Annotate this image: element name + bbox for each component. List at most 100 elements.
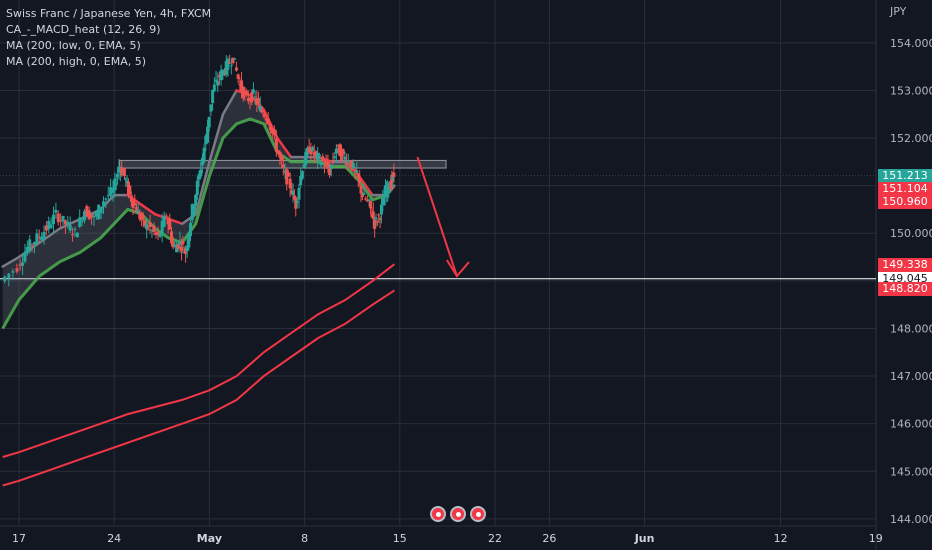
candle-body	[316, 153, 320, 160]
candle-body	[47, 220, 51, 230]
candle-body	[304, 151, 308, 166]
candle-body	[248, 100, 252, 102]
candle-body	[21, 262, 25, 266]
candle-body	[312, 152, 316, 156]
candle-body	[169, 231, 173, 244]
price-label-value: 149.338	[882, 257, 928, 271]
candle-body	[223, 72, 227, 74]
candle-body	[168, 218, 172, 230]
candle-body	[374, 217, 378, 220]
candle-body	[251, 89, 255, 93]
x-tick-label: 26	[542, 532, 556, 545]
candle-body	[138, 212, 142, 220]
event-flag-icon[interactable]	[450, 506, 466, 522]
indicator-ma-high[interactable]: MA (200, high, 0, EMA, 5)	[6, 55, 147, 68]
candle-body	[243, 92, 247, 94]
candle-body	[140, 213, 144, 221]
forecast-arrow-head	[446, 259, 470, 278]
candle-body	[199, 169, 203, 177]
candle-body	[260, 109, 264, 113]
candle-body	[359, 185, 363, 194]
candle-body	[7, 273, 11, 278]
candle-body	[160, 221, 164, 234]
candle-body	[40, 236, 44, 240]
candle-body	[291, 191, 295, 195]
candle-body	[280, 156, 284, 161]
candle-body	[61, 215, 65, 222]
candle-body	[297, 187, 301, 200]
x-tick-label: 22	[488, 532, 502, 545]
price-label-value: 151.104	[882, 181, 928, 195]
candle-body	[71, 234, 75, 236]
candle-body	[66, 221, 70, 225]
candle-body	[92, 216, 96, 218]
candle-body	[305, 147, 309, 156]
candle-body	[321, 156, 325, 162]
y-tick-label: 144.000	[890, 513, 932, 526]
candle-body	[49, 224, 53, 228]
candle-body	[187, 233, 191, 248]
candle-body	[194, 194, 198, 206]
price-label: 151.104	[878, 181, 932, 196]
candle-body	[207, 116, 211, 128]
candle-body	[197, 174, 201, 180]
candle-body	[336, 144, 340, 146]
candle-body	[148, 222, 152, 228]
candle-body	[173, 244, 177, 247]
candle-body	[331, 160, 335, 162]
fast-ma-segment	[276, 136, 293, 159]
fast-ma-segment	[357, 174, 374, 197]
x-tick-label: 24	[107, 532, 121, 545]
candle-body	[382, 196, 386, 206]
price-label-value: 149.045	[882, 271, 928, 285]
candle-body	[106, 195, 110, 197]
candle-body	[245, 90, 249, 96]
candle-body	[111, 187, 115, 193]
candle-body	[233, 58, 237, 60]
event-flag-icon[interactable]	[470, 506, 486, 522]
candle-body	[270, 128, 274, 134]
symbol-title[interactable]: Swiss Franc / Japanese Yen, 4h, FXCM	[6, 7, 212, 20]
candle-body	[185, 245, 189, 252]
candle-body	[322, 166, 326, 168]
candle-body	[3, 276, 7, 281]
candle-body	[166, 219, 170, 225]
candle-body	[156, 231, 160, 236]
candle-body	[391, 174, 395, 181]
candle-body	[338, 144, 342, 157]
candle-body	[202, 147, 206, 162]
candle-body	[319, 162, 323, 166]
candle-body	[228, 62, 232, 64]
candle-body	[181, 241, 185, 245]
ma-low-line	[2, 289, 395, 487]
currency-label: JPY	[889, 5, 907, 18]
price-label-value: 151.213	[882, 168, 928, 182]
candle-body	[42, 231, 46, 239]
candle-body	[266, 118, 270, 124]
candle-body	[56, 213, 60, 223]
fast-ma-segment	[194, 160, 211, 216]
candle-body	[377, 214, 381, 216]
candle-body	[241, 86, 245, 99]
candle-body	[25, 246, 29, 254]
candle-body	[63, 220, 67, 225]
event-flag-icon[interactable]	[430, 506, 446, 522]
candle-body	[97, 204, 101, 220]
candle-body	[85, 205, 89, 217]
candle-body	[238, 84, 242, 86]
candle-body	[355, 170, 359, 173]
indicator-ma-low[interactable]: MA (200, low, 0, EMA, 5)	[6, 39, 141, 52]
x-tick-label: 15	[393, 532, 407, 545]
x-tick-label: May	[197, 532, 222, 545]
candle-body	[30, 244, 34, 246]
candle-body	[288, 178, 292, 189]
candle-body	[272, 129, 276, 136]
indicator-macd[interactable]: CA_-_MACD_heat (12, 26, 9)	[6, 23, 161, 36]
candle-body	[116, 173, 120, 177]
candle-body	[94, 212, 98, 217]
candle-body	[346, 160, 350, 163]
candle-body	[255, 98, 259, 105]
candle-body	[117, 167, 121, 173]
